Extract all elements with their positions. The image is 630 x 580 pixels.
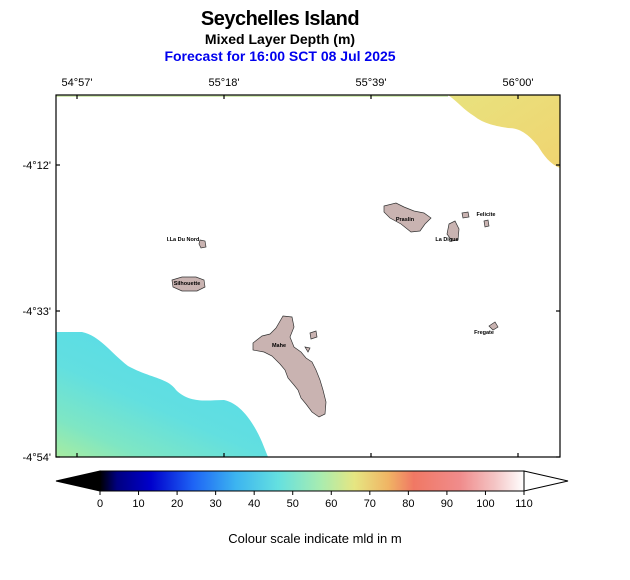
map-title: Seychelles Island [200,8,360,30]
colorbar-over-arrow [523,470,569,492]
island-label-felicite: Felicite [477,212,496,218]
colorbar-tick-label: 80 [402,498,414,510]
colorbar-tick-label: 70 [364,498,376,510]
lat-tick-label: -4°54' [22,452,51,464]
lon-tick-label: 54°57' [62,77,93,89]
map-frame [55,94,561,458]
island-mahe-islet [309,330,318,340]
colorbar-ramp [99,470,525,492]
lon-tick-label: 55°18' [209,77,240,89]
colorbar-caption: Colour scale indicate mld in m [228,531,402,546]
island-label-fregate: Fregate [474,330,494,336]
colorbar-tick-label: 20 [171,498,183,510]
forecast-time: Forecast for 16:00 SCT 08 Jul 2025 [164,48,396,64]
colorbar-tick-label: 10 [132,498,144,510]
island-silhouette [171,276,206,292]
colorbar-tick-label: 60 [325,498,337,510]
colorbar-tick-label: 0 [97,498,103,510]
colorbar-tick-label: 50 [287,498,299,510]
island-label-silhouette: Silhouette [174,281,201,287]
island-label-mahe: Mahe [272,343,286,349]
colorbar-tick-label: 110 [515,498,533,510]
colorbar-tick-label: 40 [248,498,260,510]
lat-tick-label: -4°33' [22,306,51,318]
colorbar-under-arrow [55,470,101,492]
colorbar-tick-label: 30 [210,498,222,510]
colorbar: 0 10 20 30 40 50 60 70 80 90 100 110 [55,470,569,510]
lon-tick-label: 55°39' [356,77,387,89]
axis-ticks [56,95,560,458]
island-felicite [483,219,490,228]
colorbar-tick-label: 90 [441,498,453,510]
mld-shade-southwest [56,332,268,457]
map-figure: 54°57' 55°18' 55°39' 56°00' -4°12' -4°33… [22,77,569,510]
island-label-la-digue: La Digue [435,237,458,243]
island-mahe [252,315,327,418]
island-la-digue [446,220,460,242]
map-subtitle: Mixed Layer Depth (m) [204,31,356,47]
island-label-praslin: Praslin [396,217,415,223]
island-mahe-islet [304,346,311,353]
island-islet [461,211,470,219]
lat-tick-label: -4°12' [22,160,51,172]
island-ile-du-nord [198,239,207,249]
lon-tick-label: 56°00' [503,77,534,89]
island-praslin [383,202,432,233]
island-fregate [488,321,499,331]
colorbar-tick-label: 100 [476,498,494,510]
mld-shade-northeast [448,95,560,168]
island-label-ile-du-nord: I.La Du Nord [167,237,200,243]
